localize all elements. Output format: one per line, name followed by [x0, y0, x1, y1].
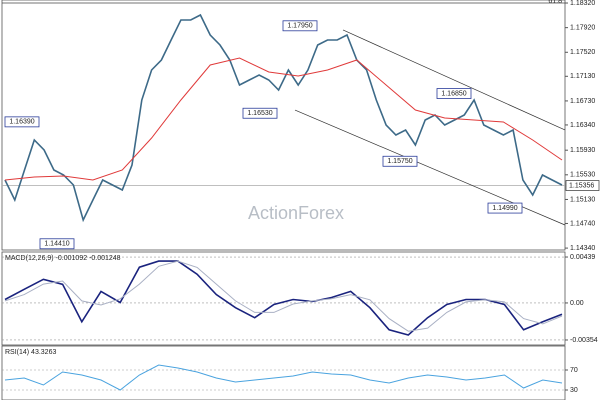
- panel-title: RSI(14) 43.3263: [5, 349, 56, 356]
- annotation-box: [487, 202, 523, 214]
- last-price-box: [565, 180, 600, 191]
- y-tick-label: 1.16730: [570, 98, 595, 105]
- y-tick-label: 1.15130: [570, 196, 595, 203]
- y-tick-label: 1.14740: [570, 220, 595, 227]
- y-tick-label: 1.17520: [570, 49, 595, 56]
- annotation-label: 1.16390: [9, 119, 34, 126]
- y-tick-label: 0.00439: [570, 254, 595, 261]
- annotation-label: 1.17950: [287, 23, 312, 30]
- last-price-label: 1.15356: [569, 182, 594, 189]
- y-tick-label: 1.18320: [570, 0, 595, 7]
- y-tick-label: 70: [570, 367, 578, 374]
- annotation-label: 1.14410: [44, 241, 69, 248]
- y-tick-label: 1.15530: [570, 172, 595, 179]
- annotation-box: [382, 155, 418, 167]
- panel-title: MACD(12,26,9) -0.001092 -0.001248: [5, 255, 121, 262]
- annotation-label: 1.16530: [247, 110, 272, 117]
- y-tick-label: 1.16340: [570, 122, 595, 129]
- annotation-label: 1.16850: [441, 90, 466, 97]
- watermark: ActionForex: [248, 203, 344, 223]
- panel-frame: [1, 251, 566, 346]
- series-line: [4, 364, 563, 391]
- channel-line: [342, 29, 566, 131]
- series-line: [4, 57, 563, 181]
- y-tick-label: 1.17130: [570, 73, 595, 80]
- annotation-box: [242, 107, 278, 119]
- reference-label: 61.8: [548, 0, 562, 5]
- y-tick-label: 1.15930: [570, 147, 595, 154]
- annotation-box: [436, 88, 472, 99]
- annotation-box: [282, 20, 318, 32]
- y-tick-label: 30: [570, 387, 578, 394]
- annotation-box: [4, 116, 40, 128]
- series-line: [4, 260, 563, 336]
- annotation-box: [39, 238, 75, 250]
- panel-frame: [1, 345, 566, 400]
- y-tick-label: -0.00354: [570, 337, 598, 344]
- annotation-label: 1.14990: [492, 205, 517, 212]
- y-tick-label: 1.17920: [570, 24, 595, 31]
- y-tick-label: 0.00: [570, 300, 584, 307]
- y-tick-label: 1.14340: [570, 245, 595, 252]
- series-line: [4, 13, 563, 223]
- series-line: [4, 260, 563, 332]
- annotation-label: 1.15750: [387, 158, 412, 165]
